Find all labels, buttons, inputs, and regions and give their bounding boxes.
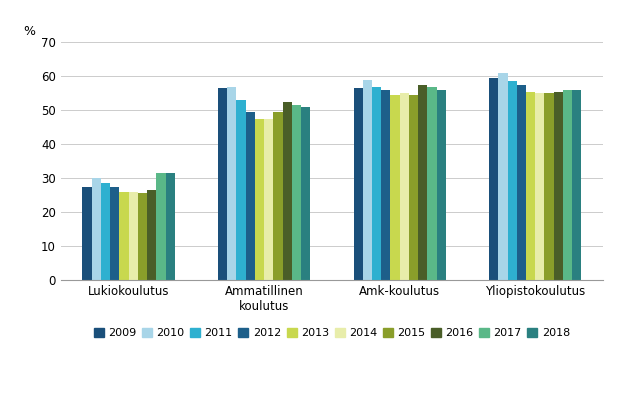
- Bar: [138, 193, 147, 280]
- Bar: [418, 85, 428, 280]
- Bar: [372, 86, 381, 280]
- Bar: [264, 119, 273, 280]
- Bar: [101, 183, 110, 280]
- Bar: [119, 192, 129, 280]
- Bar: [237, 100, 246, 280]
- Bar: [544, 93, 554, 280]
- Bar: [554, 92, 563, 280]
- Bar: [301, 107, 310, 280]
- Bar: [526, 92, 535, 280]
- Bar: [572, 90, 582, 280]
- Bar: [255, 119, 264, 280]
- Bar: [218, 88, 227, 280]
- Bar: [147, 190, 156, 280]
- Bar: [82, 187, 91, 280]
- Bar: [535, 93, 544, 280]
- Bar: [381, 90, 391, 280]
- Bar: [498, 73, 507, 280]
- Bar: [282, 102, 292, 280]
- Bar: [110, 187, 119, 280]
- Bar: [437, 90, 446, 280]
- Bar: [227, 86, 237, 280]
- Bar: [292, 105, 301, 280]
- Bar: [246, 112, 255, 280]
- Legend: 2009, 2010, 2011, 2012, 2013, 2014, 2015, 2016, 2017, 2018: 2009, 2010, 2011, 2012, 2013, 2014, 2015…: [94, 328, 570, 338]
- Bar: [129, 192, 138, 280]
- Bar: [156, 173, 166, 280]
- Bar: [391, 95, 400, 280]
- Bar: [507, 82, 517, 280]
- Text: %: %: [23, 25, 35, 38]
- Bar: [428, 86, 437, 280]
- Bar: [489, 78, 498, 280]
- Bar: [563, 90, 572, 280]
- Bar: [517, 85, 526, 280]
- Bar: [353, 88, 363, 280]
- Bar: [409, 95, 418, 280]
- Bar: [166, 173, 175, 280]
- Bar: [273, 112, 282, 280]
- Bar: [400, 93, 409, 280]
- Bar: [91, 178, 101, 280]
- Bar: [363, 80, 372, 280]
